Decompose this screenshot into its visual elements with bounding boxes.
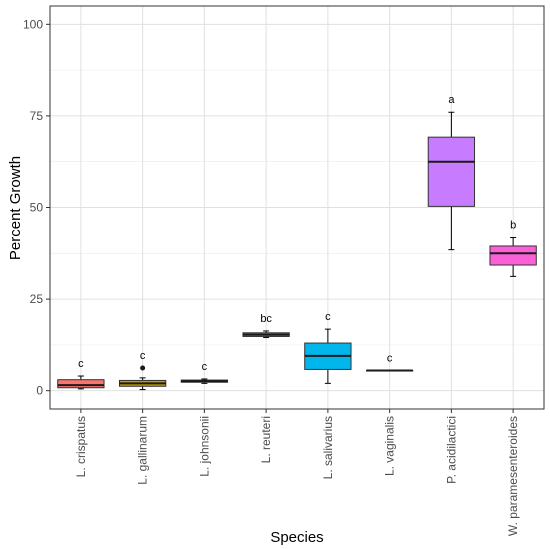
x-tick-label: L. salivarius: [321, 416, 335, 479]
y-tick-label: 50: [30, 201, 44, 215]
box-group: bc: [242, 313, 290, 339]
box-group: c: [57, 358, 105, 390]
y-tick-label: 100: [23, 17, 43, 31]
significance-letter: b: [510, 220, 516, 232]
x-tick-label: L. reuteri: [259, 416, 273, 463]
significance-letter: c: [78, 358, 84, 370]
significance-letter: c: [387, 353, 393, 365]
y-axis-ticks: 0 25 50 75 100: [23, 17, 50, 398]
significance-letter: c: [202, 361, 208, 373]
x-tick-label: L. johnsonii: [197, 416, 211, 477]
box-series: c c c bc c c a b: [57, 94, 537, 391]
y-tick-label: 0: [36, 384, 43, 398]
box-group: c: [180, 361, 229, 384]
box-group: c: [365, 353, 414, 372]
box-group: a: [427, 94, 476, 251]
y-tick-label: 75: [30, 109, 44, 123]
x-tick-label: L. crispatus: [74, 416, 88, 477]
x-tick-label: W. paramesenteroides: [506, 416, 520, 536]
box-group: c: [304, 311, 352, 384]
x-tick-label: L. gallinarum: [136, 416, 150, 485]
box-group: c: [118, 350, 167, 391]
y-tick-label: 25: [30, 292, 44, 306]
box-group: b: [489, 220, 537, 277]
box-iqr: [489, 245, 537, 266]
x-axis-ticks: L. crispatus L. gallinarum L. johnsonii L. …: [74, 409, 520, 536]
x-tick-label: L. vaginalis: [383, 416, 397, 476]
outlier-point: [140, 365, 146, 371]
significance-letter: c: [325, 311, 331, 323]
box-iqr: [427, 136, 476, 207]
significance-letter: c: [140, 350, 146, 362]
y-axis-label: Percent Growth: [7, 156, 24, 260]
grid-lines: [50, 6, 544, 409]
significance-letter: a: [448, 94, 455, 106]
x-tick-label: P. acidilactici: [444, 416, 458, 484]
significance-letter: bc: [260, 313, 272, 325]
box-iqr: [57, 379, 105, 389]
x-axis-label: Species: [270, 529, 323, 546]
